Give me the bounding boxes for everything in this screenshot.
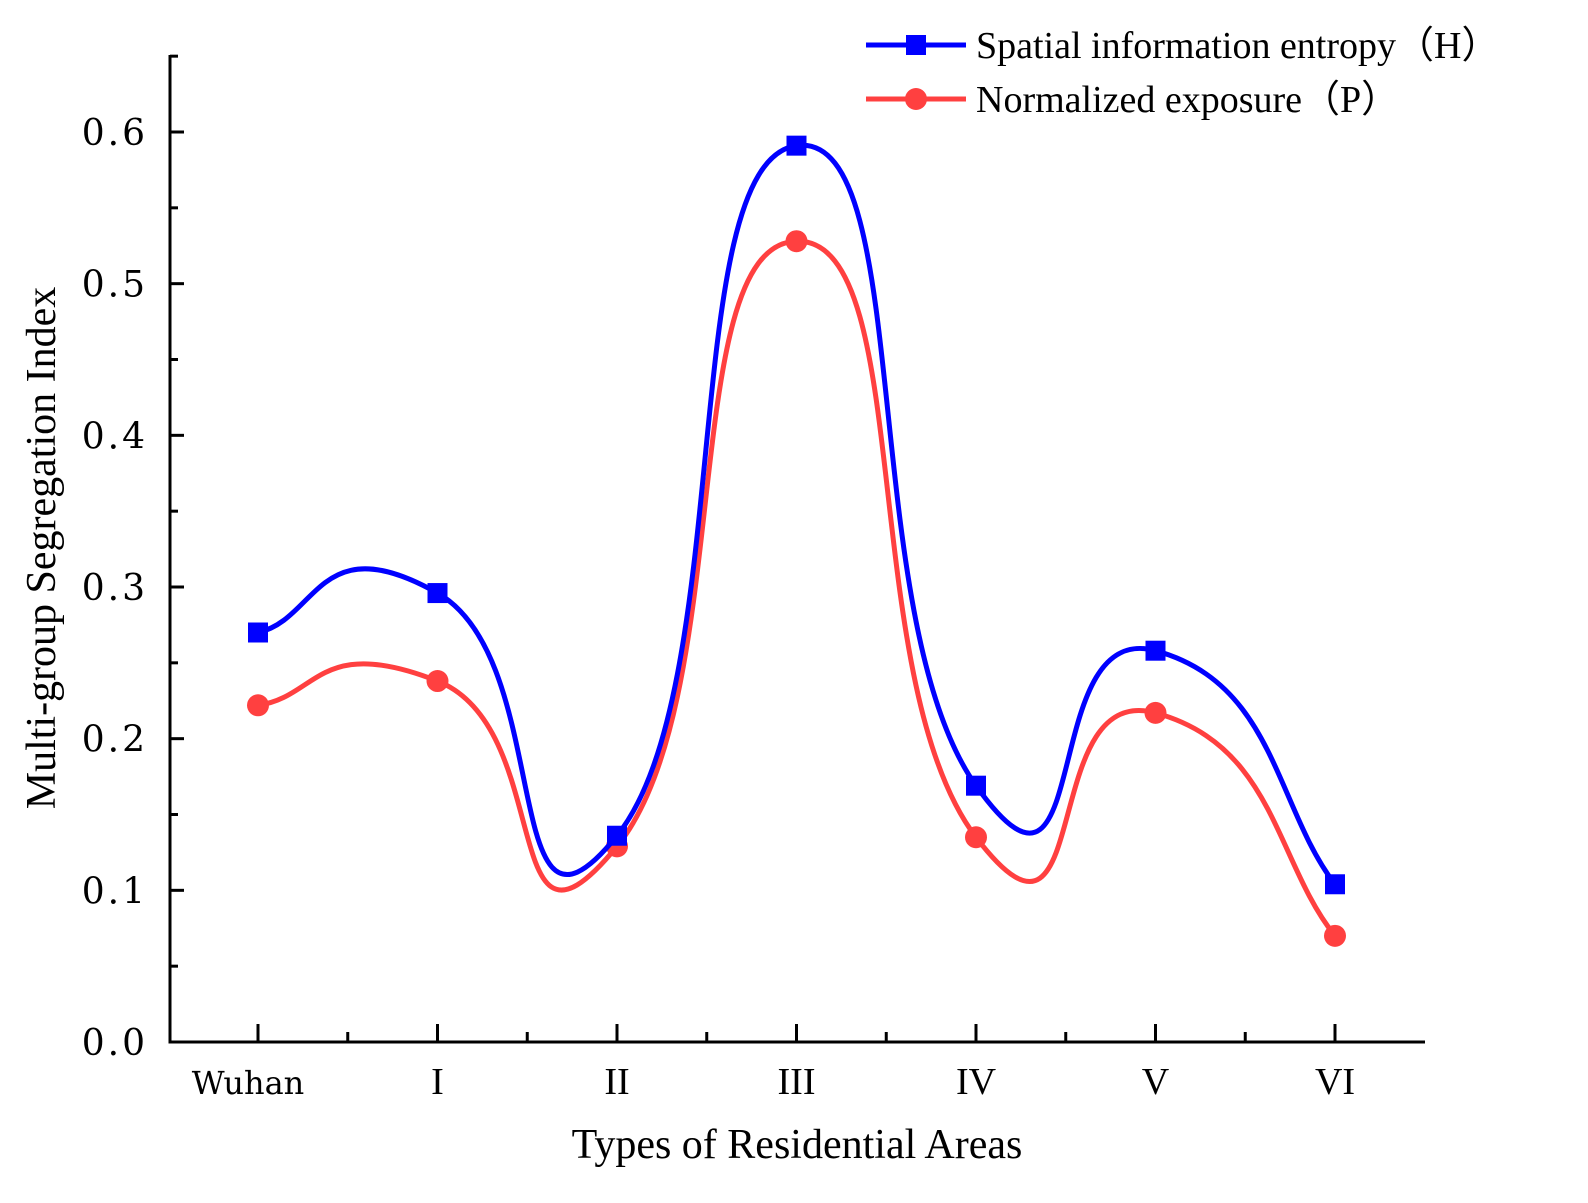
data-point [1144,701,1167,724]
y-ticks: 0.0 0.1 0.2 0.3 0.4 0.5 0.6 [82,54,184,1064]
data-point [1145,640,1166,661]
x-tick-label: V [1142,1061,1170,1103]
data-point [427,583,448,604]
y-tick-label: 0.2 [82,720,148,761]
data-point [248,622,268,643]
legend-marker [905,88,927,110]
legend-marker [906,35,926,55]
x-tick-label: II [604,1061,629,1103]
data-point [247,694,269,717]
y-tick-label: 0.3 [82,568,148,609]
x-axis-label: Types of Residential Areas [572,1122,1023,1168]
legend-entry: Normalized exposure（P） [866,79,1399,121]
y-axis-label: Multi-group Segregation Index [19,287,65,810]
legend-label: Spatial information entropy（H） [976,25,1499,67]
series-layer [247,135,1346,947]
x-tick-label: VI [1315,1061,1355,1103]
data-point [1325,874,1345,895]
x-tick-label: IV [956,1061,997,1103]
y-tick-label: 0.0 [82,1023,148,1064]
x-tick-label: I [431,1061,444,1103]
legend: Spatial information entropy（H） Normalized… [866,25,1499,121]
series-exposure-p [247,230,1346,947]
series-line [257,238,1337,938]
x-tick-label: III [778,1061,816,1103]
legend-entry: Spatial information entropy（H） [866,25,1499,67]
data-point [965,826,987,849]
y-tick-label: 0.6 [82,113,148,154]
data-point [966,775,986,796]
axes [168,55,1425,1044]
data-point [426,670,449,693]
x-tick-label: Wuhan [192,1064,305,1102]
x-ticks: Wuhan I II III IV V VI [192,1024,1355,1103]
series-entropy-h [248,135,1345,895]
data-point [607,825,627,846]
y-tick-label: 0.5 [82,265,148,306]
data-point [786,135,807,156]
data-point [785,230,808,253]
y-tick-label: 0.1 [82,871,148,912]
y-tick-label: 0.4 [82,416,148,457]
legend-label: Normalized exposure（P） [976,79,1399,121]
data-point [1324,924,1346,947]
series-line [257,143,1337,886]
